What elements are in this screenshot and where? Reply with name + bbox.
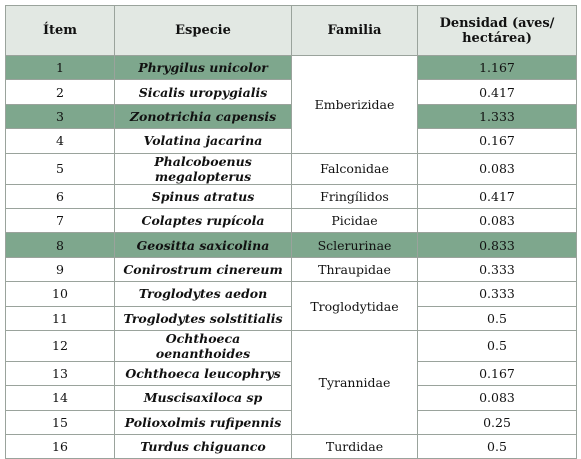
species-cell: Sicalis uropygialis: [114, 79, 292, 105]
header-cell: Densidad (aves/ hectárea): [417, 5, 577, 56]
species-cell: Colaptes rupícola: [114, 207, 292, 234]
header-row: Ítem Especie Familia Densidad (aves/ hec…: [5, 5, 577, 56]
density-cell: 0.083: [417, 152, 577, 185]
table-row: 12 Ochthoeca oenanthoides Tyrannidae 0.5: [5, 329, 577, 436]
species-cell: Muscisaxiloca sp: [114, 385, 292, 411]
item-cell: 6: [5, 183, 115, 209]
density-cell: 0.167: [417, 128, 577, 154]
table-row: 16 Turdus chiguanco Turdidae 0.5: [5, 434, 577, 459]
table-row: 4 Volatina jacarina 0.167: [5, 128, 577, 154]
family-cell: Thraupidae: [291, 256, 418, 283]
species-cell: Geositta saxicolina: [114, 232, 292, 258]
family-cell: Tyrannidae: [291, 329, 418, 436]
density-cell: 0.167: [417, 360, 577, 387]
item-cell: 3: [5, 103, 115, 130]
item-cell: 11: [5, 305, 115, 331]
item-cell: 1: [5, 54, 115, 81]
table-row: 1 Phrygilus unicolor Emberizidae 1.167: [5, 54, 577, 154]
species-cell: Zonotrichia capensis: [114, 103, 292, 130]
table-row: 14 Muscisaxiloca sp 0.083: [5, 385, 577, 411]
species-cell: Turdus chiguanco: [114, 434, 292, 459]
table-row: 10 Troglodytes aedon Troglodytidae 0.333: [5, 281, 577, 331]
item-cell: 10: [5, 281, 115, 307]
species-cell: Ochthoeca leucophrys: [114, 360, 292, 387]
item-cell: 9: [5, 256, 115, 283]
table-row: 8 Geositta saxicolina Sclerurinae 0.833: [5, 232, 577, 258]
density-cell: 0.5: [417, 434, 577, 459]
table-row: 13 Ochthoeca leucophrys 0.167: [5, 360, 577, 387]
table-row: 3 Zonotrichia capensis 1.333: [5, 103, 577, 130]
density-cell: 0.083: [417, 207, 577, 234]
density-cell: 0.25: [417, 409, 577, 436]
family-cell: Sclerurinae: [291, 232, 418, 258]
family-cell: Falconidae: [291, 152, 418, 185]
item-cell: 12: [5, 329, 115, 362]
family-cell: Troglodytidae: [291, 281, 418, 331]
item-cell: 4: [5, 128, 115, 154]
density-cell: 0.333: [417, 281, 577, 307]
density-cell: 0.417: [417, 183, 577, 209]
density-cell: 0.5: [417, 305, 577, 331]
header-cell: Ítem: [5, 5, 115, 56]
species-cell: Spinus atratus: [114, 183, 292, 209]
species-cell: Troglodytes solstitialis: [114, 305, 292, 331]
density-cell: 0.5: [417, 329, 577, 362]
item-cell: 16: [5, 434, 115, 459]
species-cell: Troglodytes aedon: [114, 281, 292, 307]
density-cell: 0.417: [417, 79, 577, 105]
species-cell: Phalcoboenus megalopterus: [114, 152, 292, 185]
species-cell: Phrygilus unicolor: [114, 54, 292, 81]
species-cell: Volatina jacarina: [114, 128, 292, 154]
family-cell: Fringílidos: [291, 183, 418, 209]
table-row: 11 Troglodytes solstitialis 0.5: [5, 305, 577, 331]
table-row: 15 Polioxolmis rufipennis 0.25: [5, 409, 577, 436]
table-row: 2 Sicalis uropygialis 0.417: [5, 79, 577, 105]
table-row: 5 Phalcoboenus megalopterus Falconidae 0.08…: [5, 152, 577, 185]
family-cell: Picidae: [291, 207, 418, 234]
item-cell: 13: [5, 360, 115, 387]
density-cell: 0.833: [417, 232, 577, 258]
item-cell: 2: [5, 79, 115, 105]
item-cell: 5: [5, 152, 115, 185]
table-row: 6 Spinus atratus Fringílidos 0.417: [5, 183, 577, 209]
table-row: 9 Conirostrum cinereum Thraupidae 0.333: [5, 256, 577, 283]
density-cell: 0.083: [417, 385, 577, 411]
header-cell: Familia: [291, 5, 418, 56]
header-cell: Especie: [114, 5, 292, 56]
species-cell: Conirostrum cinereum: [114, 256, 292, 283]
family-cell: Emberizidae: [291, 55, 418, 154]
density-cell: 0.333: [417, 256, 577, 283]
density-cell: 1.333: [417, 103, 577, 130]
item-cell: 15: [5, 409, 115, 436]
page: Ítem Especie Familia Densidad (aves/ hec…: [5, 5, 577, 459]
family-cell: Turdidae: [291, 434, 418, 459]
species-cell: Polioxolmis rufipennis: [114, 409, 292, 436]
table-row: 7 Colaptes rupícola Picidae 0.083: [5, 207, 577, 234]
item-cell: 7: [5, 207, 115, 234]
item-cell: 14: [5, 385, 115, 411]
species-cell: Ochthoeca oenanthoides: [114, 329, 292, 362]
density-cell: 1.167: [417, 54, 577, 81]
species-table: Ítem Especie Familia Densidad (aves/ hec…: [5, 5, 577, 459]
item-cell: 8: [5, 232, 115, 258]
